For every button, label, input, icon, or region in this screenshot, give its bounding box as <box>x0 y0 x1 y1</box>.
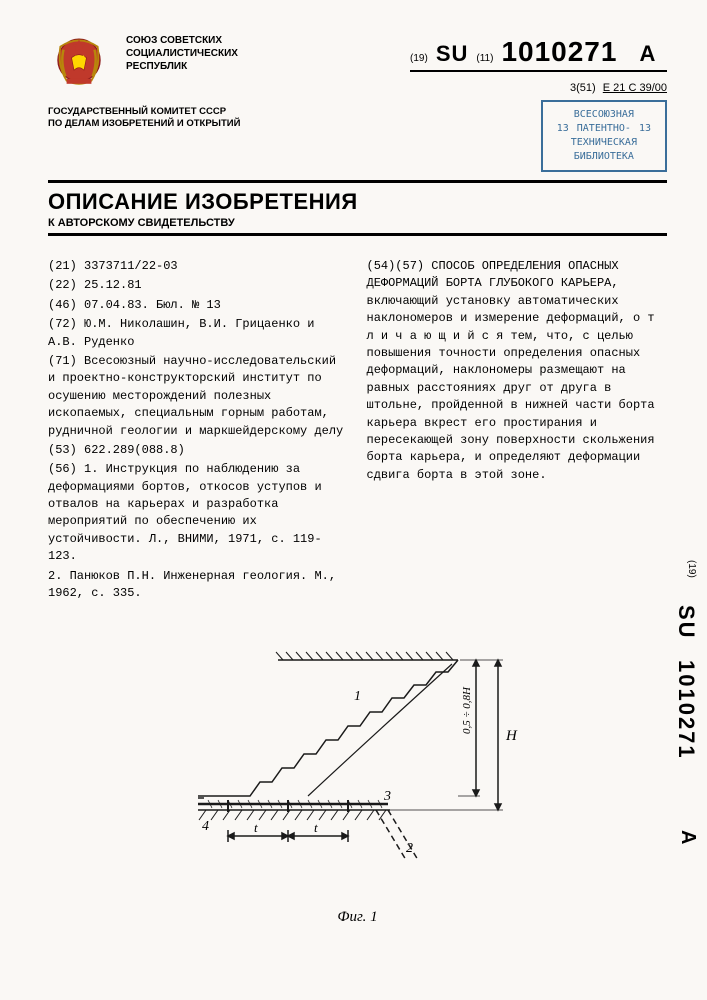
document-number: (19) SU (11) 1010271 A 3(51) Е 21 С 39/0… <box>410 28 667 94</box>
title-main: ОПИСАНИЕ ИЗОБРЕТЕНИЯ <box>48 189 667 215</box>
side-doc-number: 1010271 <box>673 660 699 760</box>
right-column: (54)(57) СПОСОБ ОПРЕДЕЛЕНИЯ ОПАСНЫХ ДЕФО… <box>367 258 668 604</box>
union-name: СОЮЗ СОВЕТСКИХ СОЦИАЛИСТИЧЕСКИХ РЕСПУБЛИ… <box>126 28 394 73</box>
side-doc-prefix: (19) <box>686 560 697 578</box>
svg-text:1: 1 <box>354 689 361 704</box>
title-sub: К АВТОРСКОМУ СВИДЕТЕЛЬСТВУ <box>48 217 667 229</box>
figure-caption: Фиг. 1 <box>158 909 558 926</box>
figure-1: 1 2 3 4 t t H 0,5 ÷ 0,8H Фиг. 1 <box>48 630 667 926</box>
ussr-emblem <box>48 28 110 90</box>
svg-text:t: t <box>254 820 258 835</box>
side-doc-su: SU <box>673 605 699 640</box>
title-band: ОПИСАНИЕ ИЗОБРЕТЕНИЯ К АВТОРСКОМУ СВИДЕТ… <box>48 180 667 236</box>
svg-text:4: 4 <box>202 819 209 834</box>
side-doc-suffix: A <box>676 830 699 844</box>
committee-name: ГОСУДАРСТВЕННЫЙ КОМИТЕТ СССР ПО ДЕЛАМ ИЗ… <box>48 106 240 131</box>
library-stamp: ВСЕСОЮЗНАЯ 13 ПАТЕНТНО- 13 ТЕХНИЧЕСКАЯ Б… <box>541 100 667 172</box>
svg-text:3: 3 <box>383 789 391 804</box>
svg-text:2: 2 <box>406 841 413 856</box>
left-column: (21) 3373711/22-03 (22) 25.12.81 (46) 07… <box>48 258 349 604</box>
svg-text:t: t <box>314 820 318 835</box>
svg-text:H: H <box>505 728 518 744</box>
svg-text:0,5 ÷ 0,8H: 0,5 ÷ 0,8H <box>461 686 473 734</box>
